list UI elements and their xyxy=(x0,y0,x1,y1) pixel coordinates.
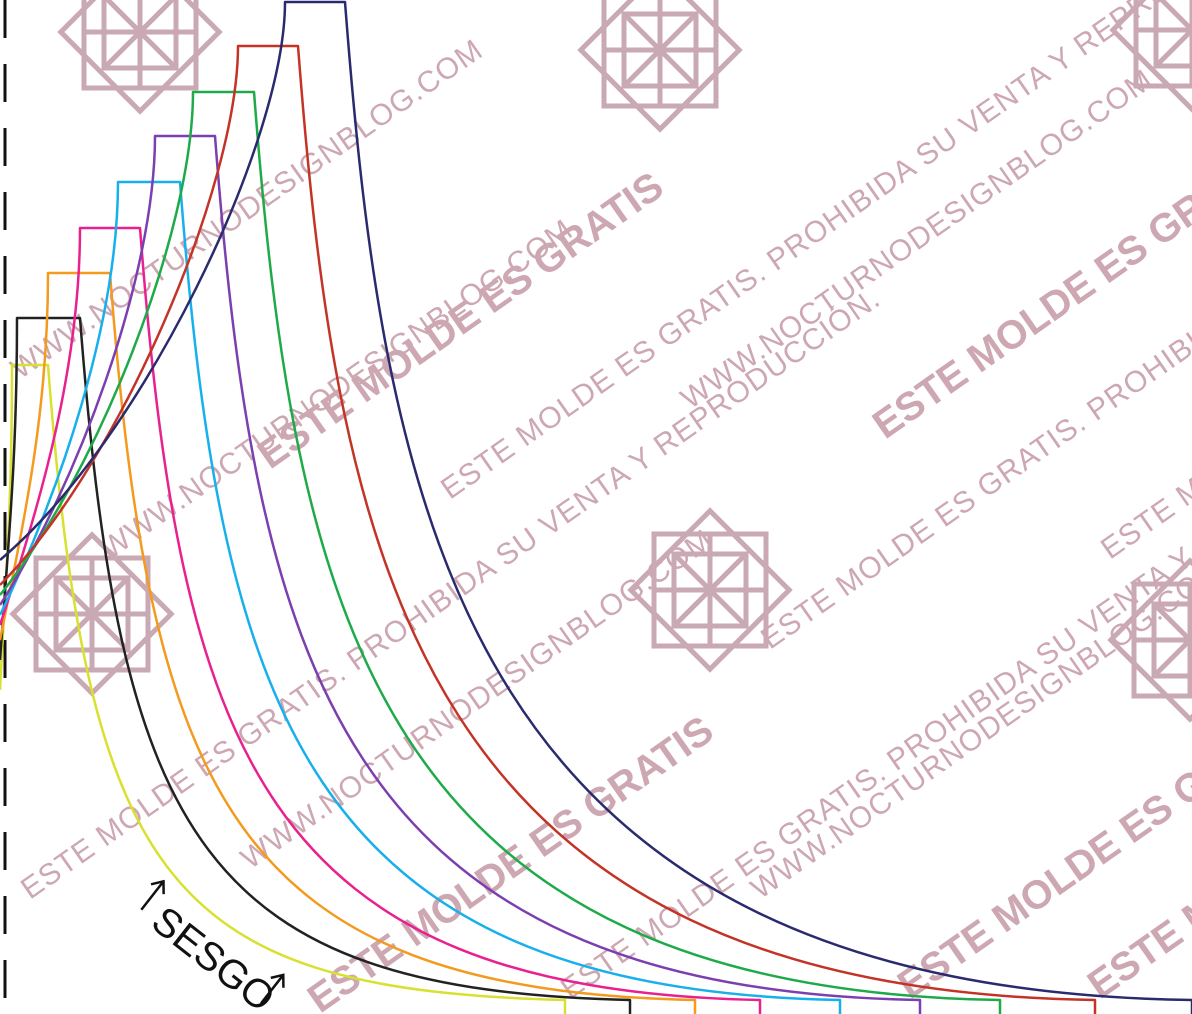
diamond-lattice-logo xyxy=(57,0,223,115)
watermark-text: ESTE MOLDE ES GRATIS xyxy=(300,708,722,1014)
arrow-up-icon xyxy=(140,879,165,911)
diamond-lattice-logo xyxy=(9,531,175,697)
arrow-up-icon xyxy=(260,973,285,1005)
size-line-3 xyxy=(0,271,697,1014)
size-line-2 xyxy=(0,316,632,1014)
size-line-4 xyxy=(0,226,762,1014)
size-line-8 xyxy=(0,44,1097,1014)
size-line-7 xyxy=(0,90,1002,1014)
diamond-lattice-logo xyxy=(1109,0,1192,113)
diamond-lattice-logo xyxy=(627,507,793,673)
size-line-5 xyxy=(0,180,842,1014)
watermark-text: WWW.NOCTURNODESIGNBLOG.COM xyxy=(675,63,1159,416)
diamond-lattice-logo xyxy=(1107,557,1192,723)
grain-line-label: SESGO xyxy=(140,879,285,1014)
watermark-logos xyxy=(9,0,1192,723)
watermark-text: ESTE MOLDE ES GRATIS. PROHIBIDA SU VENTA… xyxy=(555,382,1192,1006)
diamond-lattice-logo xyxy=(577,0,743,133)
size-line-6 xyxy=(0,134,922,1014)
